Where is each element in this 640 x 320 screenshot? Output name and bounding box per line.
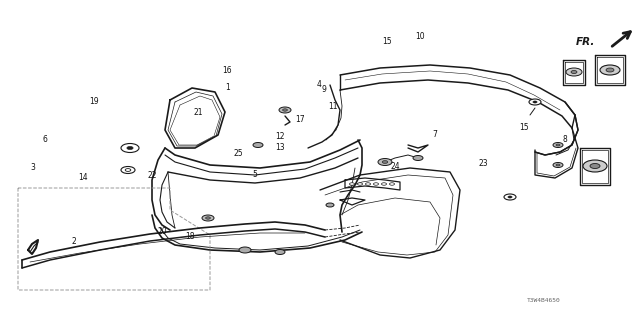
Circle shape <box>566 68 582 76</box>
Text: 15: 15 <box>381 37 392 46</box>
Text: 21: 21 <box>194 108 203 117</box>
Text: 5: 5 <box>252 170 257 179</box>
Circle shape <box>553 163 563 167</box>
Text: 14: 14 <box>78 173 88 182</box>
Circle shape <box>590 164 600 169</box>
Text: 8: 8 <box>562 135 567 144</box>
Text: 22: 22 <box>148 171 157 180</box>
Text: 13: 13 <box>275 143 285 152</box>
Text: T3W4B4650: T3W4B4650 <box>527 298 561 303</box>
Circle shape <box>583 160 607 172</box>
Circle shape <box>600 65 620 75</box>
Circle shape <box>127 147 133 149</box>
Circle shape <box>381 183 387 185</box>
Text: 17: 17 <box>294 116 305 124</box>
Circle shape <box>275 250 285 254</box>
Text: 18: 18 <box>186 232 195 241</box>
Circle shape <box>413 156 423 161</box>
Text: 15: 15 <box>518 124 529 132</box>
Circle shape <box>358 183 362 185</box>
Text: 4: 4 <box>316 80 321 89</box>
Circle shape <box>374 183 378 185</box>
Circle shape <box>606 68 614 72</box>
Circle shape <box>283 109 287 111</box>
Text: 12: 12 <box>275 132 284 141</box>
Text: 7: 7 <box>433 130 438 139</box>
Text: 23: 23 <box>478 159 488 168</box>
Text: 24: 24 <box>390 162 401 171</box>
Circle shape <box>279 107 291 113</box>
Circle shape <box>205 217 211 219</box>
Circle shape <box>202 215 214 221</box>
Text: 20: 20 <box>157 227 167 236</box>
Circle shape <box>533 101 537 103</box>
Circle shape <box>508 196 512 198</box>
Circle shape <box>121 143 139 153</box>
Text: 16: 16 <box>222 66 232 75</box>
Circle shape <box>553 142 563 148</box>
Circle shape <box>239 247 251 253</box>
Text: 9: 9 <box>321 85 326 94</box>
Circle shape <box>556 164 560 166</box>
Text: FR.: FR. <box>575 37 595 47</box>
Circle shape <box>253 142 263 148</box>
Circle shape <box>382 161 388 164</box>
Text: 25: 25 <box>233 149 243 158</box>
Text: 11: 11 <box>328 102 337 111</box>
Circle shape <box>365 183 371 185</box>
Text: 2: 2 <box>71 237 76 246</box>
Circle shape <box>556 144 560 146</box>
Text: 1: 1 <box>225 84 230 92</box>
Circle shape <box>571 70 577 74</box>
Circle shape <box>125 169 131 172</box>
Circle shape <box>326 203 334 207</box>
Circle shape <box>390 183 394 185</box>
Text: 6: 6 <box>42 135 47 144</box>
Text: 19: 19 <box>89 97 99 106</box>
Circle shape <box>529 99 541 105</box>
Circle shape <box>504 194 516 200</box>
Text: 10: 10 <box>415 32 425 41</box>
Circle shape <box>349 183 355 185</box>
Text: 3: 3 <box>31 164 36 172</box>
Circle shape <box>378 158 392 165</box>
Circle shape <box>121 166 135 173</box>
